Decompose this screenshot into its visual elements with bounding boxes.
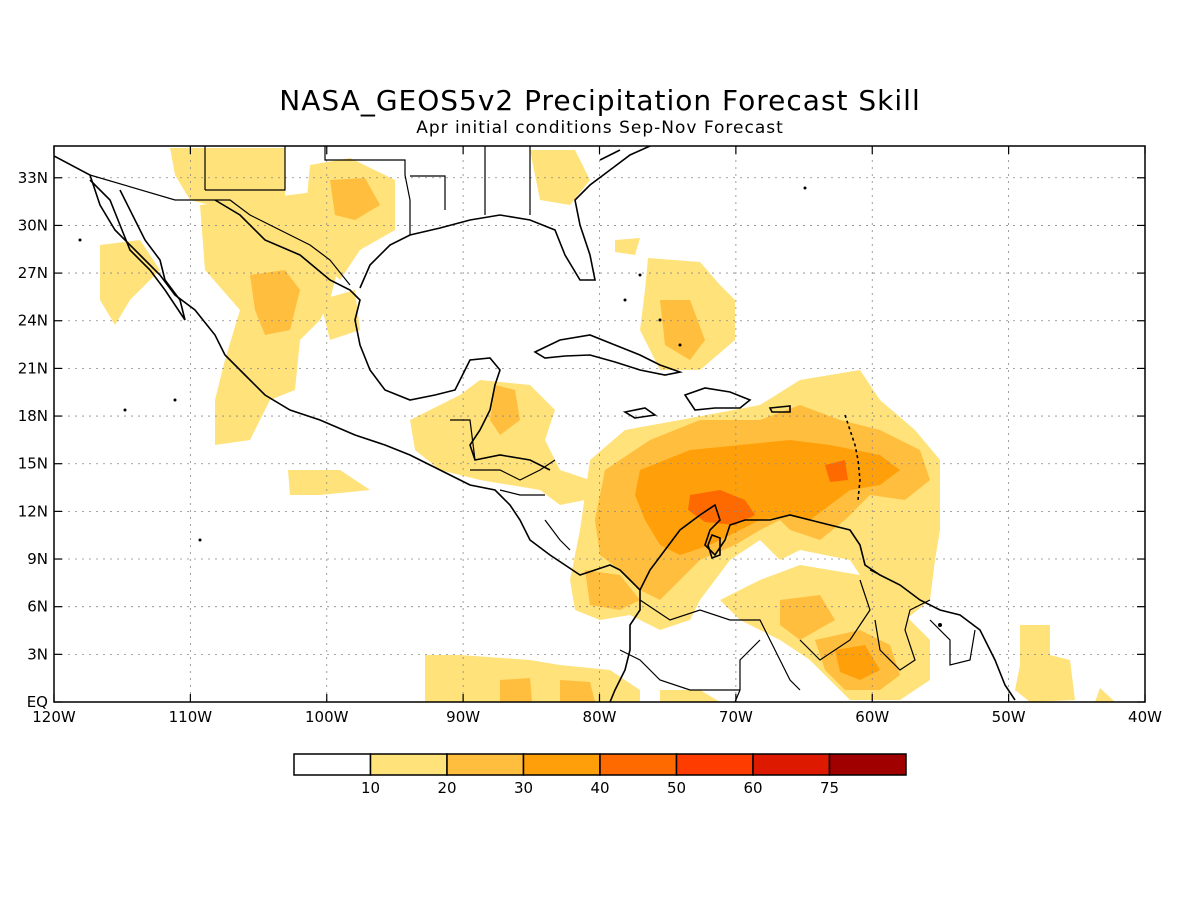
colorbar-label: 10 bbox=[361, 779, 380, 797]
lake-maracaibo bbox=[707, 533, 721, 560]
lon-tick-label: 50W bbox=[992, 708, 1026, 726]
grid-lines bbox=[54, 146, 1145, 702]
colorbar-swatch bbox=[599, 753, 678, 776]
colorbar: 10 20 30 40 50 60 75 bbox=[293, 753, 907, 797]
lon-tick-label: 100W bbox=[305, 708, 349, 726]
longitude-axis: 120W 110W 100W 90W 80W 70W 60W 50W 40W bbox=[32, 146, 1162, 726]
lat-tick-label: 21N bbox=[18, 359, 48, 377]
chart-title: NASA_GEOS5v2 Precipitation Forecast Skil… bbox=[279, 84, 921, 117]
colorbar-swatch bbox=[293, 753, 372, 776]
lat-tick-label: 12N bbox=[18, 502, 48, 520]
lat-tick-label: 6N bbox=[27, 598, 48, 616]
colorbar-label: 50 bbox=[667, 779, 686, 797]
lat-tick-label: 33N bbox=[18, 169, 48, 187]
colorbar-swatch bbox=[446, 753, 525, 776]
puerto-rico bbox=[768, 405, 791, 413]
south-america-north-coast bbox=[639, 503, 1016, 701]
colorbar-label: 60 bbox=[743, 779, 762, 797]
lon-tick-label: 120W bbox=[32, 708, 76, 726]
lon-tick-label: 110W bbox=[169, 708, 213, 726]
colorbar-swatch bbox=[675, 753, 754, 776]
colorbar-label: 75 bbox=[820, 779, 839, 797]
lat-tick-label: EQ bbox=[27, 693, 48, 711]
lon-tick-label: 80W bbox=[583, 708, 617, 726]
us-east-coast bbox=[599, 149, 621, 161]
lon-tick-label: 60W bbox=[855, 708, 889, 726]
lat-tick-label: 3N bbox=[27, 645, 48, 663]
lesser-antilles bbox=[844, 414, 861, 501]
lat-tick-label: 24N bbox=[18, 312, 48, 330]
small-islands bbox=[78, 186, 942, 627]
chart-subtitle: Apr initial conditions Sep-Nov Forecast bbox=[416, 118, 784, 138]
colorbar-swatch bbox=[828, 753, 907, 776]
skill-shading-level-10 bbox=[100, 148, 1115, 702]
gulf-of-mexico-coast bbox=[214, 199, 551, 471]
lat-tick-label: 30N bbox=[18, 216, 48, 234]
political-borders bbox=[89, 146, 976, 702]
us-gulf-coast bbox=[359, 146, 651, 289]
lon-tick-label: 90W bbox=[446, 708, 480, 726]
colorbar-label: 30 bbox=[514, 779, 533, 797]
lat-tick-label: 27N bbox=[18, 264, 48, 282]
lat-tick-label: 9N bbox=[27, 550, 48, 568]
colorbar-swatch bbox=[522, 753, 601, 776]
colorbar-swatch bbox=[752, 753, 831, 776]
lon-tick-label: 70W bbox=[719, 708, 753, 726]
colorbar-label: 20 bbox=[437, 779, 456, 797]
colorbar-swatch bbox=[369, 753, 448, 776]
skill-field bbox=[100, 148, 1115, 702]
latitude-axis: EQ 3N 6N 9N 12N 15N 18N 21N 24N 27N 30N 33N bbox=[18, 169, 1145, 711]
lon-tick-label: 40W bbox=[1128, 708, 1162, 726]
lat-tick-label: 18N bbox=[18, 407, 48, 425]
baja-california bbox=[89, 179, 186, 321]
lat-tick-label: 15N bbox=[18, 455, 48, 473]
colorbar-label: 40 bbox=[590, 779, 609, 797]
hispaniola bbox=[683, 387, 752, 411]
cuba bbox=[533, 334, 684, 376]
jamaica bbox=[622, 407, 658, 419]
skill-shading-level-40 bbox=[688, 460, 848, 525]
